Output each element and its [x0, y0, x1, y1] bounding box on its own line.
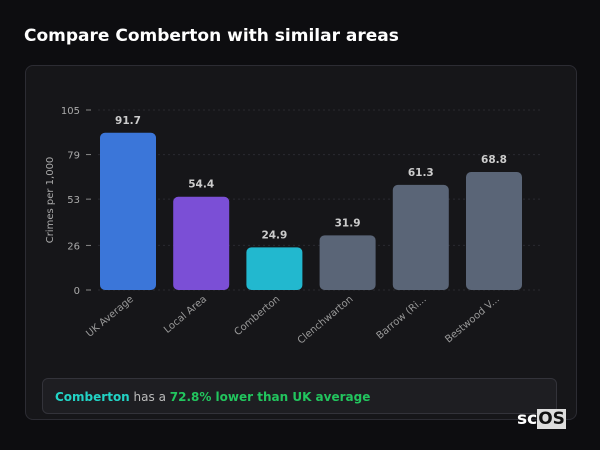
y-tick-label: 79 [67, 151, 80, 162]
y-axis-label: Crimes per 1,000 [45, 157, 56, 244]
data-label: 61.3 [408, 167, 434, 179]
page-title: Compare Comberton with similar areas [24, 26, 399, 46]
data-label: 68.8 [481, 154, 507, 166]
x-tick-label: UK Average [84, 294, 136, 340]
logo-os: OS [537, 409, 566, 429]
data-label: 54.4 [188, 179, 214, 191]
x-tick-label: Local Area [162, 294, 209, 336]
y-tick-label: 0 [74, 286, 80, 297]
summary-text: has a [129, 390, 170, 404]
y-tick-label: 105 [61, 106, 80, 117]
bar [466, 172, 522, 290]
comparison-highlight: 72.8% lower than UK average [169, 390, 371, 404]
bar [319, 235, 376, 290]
y-tick-label: 26 [67, 241, 80, 252]
y-tick-label: 53 [67, 195, 80, 206]
x-tick-label: Comberton [232, 294, 282, 338]
bar [100, 132, 156, 290]
x-tick-label: Clenchwarton [296, 294, 356, 347]
bar [392, 184, 449, 290]
summary-box: Comberton has a 72.8% lower than UK aver… [42, 378, 557, 414]
bar [246, 247, 303, 290]
logo-sc: sc [517, 409, 538, 429]
x-tick-label: Bestwood V... [443, 294, 502, 346]
data-label: 24.9 [261, 229, 287, 241]
bar [173, 196, 230, 290]
data-label: 31.9 [335, 217, 361, 229]
area-name: Comberton [55, 390, 130, 404]
data-label: 91.7 [115, 115, 141, 127]
bar-chart: 0 26 53 79 105 Crimes per 1,000 91.7 UK Average… [45, 106, 540, 347]
scos-logo: scOS [517, 409, 566, 429]
x-tick-label: Barrow (Ri... [375, 294, 429, 342]
